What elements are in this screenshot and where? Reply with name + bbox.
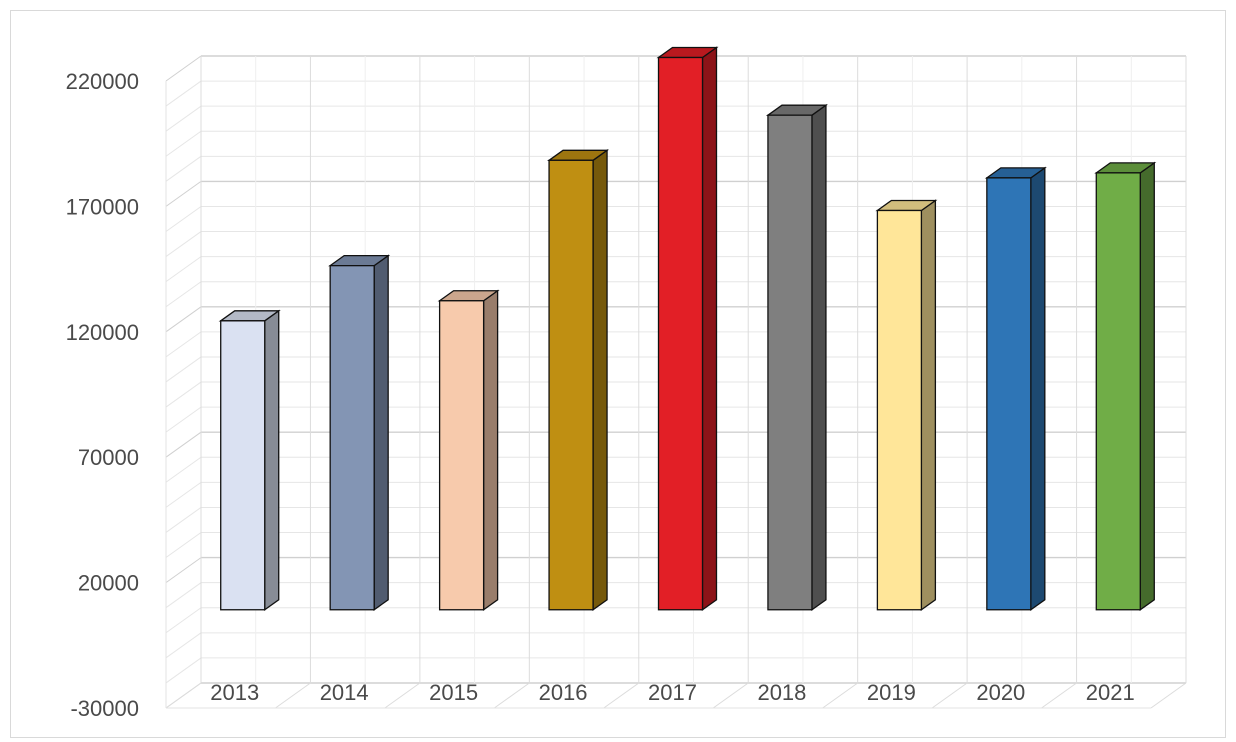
bar-2015 bbox=[437, 289, 500, 612]
bar-2021 bbox=[1094, 161, 1157, 612]
bar-front-face bbox=[220, 320, 266, 611]
x-tick-label: 2020 bbox=[976, 680, 1025, 705]
side-wall-gridline bbox=[165, 231, 202, 257]
side-wall-gridline bbox=[165, 331, 202, 358]
x-tick-label: 2021 bbox=[1086, 680, 1135, 705]
y-tick-label: 20000 bbox=[78, 571, 139, 596]
side-wall-gridline bbox=[165, 507, 202, 533]
floor-gridline bbox=[1041, 682, 1077, 709]
bar-side-face bbox=[1030, 166, 1046, 612]
bar-2013 bbox=[218, 309, 281, 612]
side-wall-gridline bbox=[165, 632, 202, 659]
side-wall-gridline bbox=[165, 381, 202, 408]
floor-gridline bbox=[494, 682, 530, 709]
floor-gridline bbox=[275, 682, 311, 709]
bar-side-face bbox=[482, 289, 499, 612]
side-wall-gridline bbox=[165, 306, 202, 333]
bar-front-face bbox=[329, 265, 375, 611]
side-wall-gridline bbox=[165, 130, 202, 157]
floor-gridline bbox=[1150, 682, 1187, 709]
bar-2014 bbox=[328, 254, 391, 612]
bar-front-face bbox=[767, 114, 813, 611]
bar-side-face bbox=[701, 46, 718, 612]
floor-gridline bbox=[931, 682, 968, 709]
bars bbox=[218, 46, 1157, 612]
x-tick-label: 2015 bbox=[429, 680, 478, 705]
side-wall-gridline bbox=[165, 356, 202, 383]
side-wall-gridline bbox=[165, 256, 202, 283]
bar-side-face bbox=[920, 199, 937, 612]
bar-front-face bbox=[548, 159, 594, 611]
chart-area: 220000 170000 120000 70000 20000 -30000 2013 2… bbox=[10, 10, 1226, 738]
bar-2016 bbox=[547, 149, 610, 612]
bar-2020 bbox=[984, 166, 1047, 612]
side-wall-gridline bbox=[165, 80, 202, 107]
floor-gridline bbox=[603, 682, 640, 709]
x-tick-label: 2018 bbox=[757, 680, 806, 705]
floor-gridline bbox=[165, 682, 202, 709]
side-wall-gridline bbox=[165, 55, 202, 82]
side-wall-gridline bbox=[165, 582, 202, 609]
x-tick-label: 2013 bbox=[210, 680, 259, 705]
y-tick-label: -30000 bbox=[70, 696, 139, 721]
bar-side-face bbox=[373, 254, 389, 612]
y-tick-label: 170000 bbox=[66, 194, 139, 219]
bar-side-face bbox=[811, 103, 827, 612]
floor-gridline bbox=[384, 682, 421, 709]
side-wall-gridline bbox=[165, 431, 202, 458]
y-tick-label: 120000 bbox=[66, 320, 139, 345]
x-axis-ticks: 2013 2014 2015 2016 2017 2018 2019 2020 2021 bbox=[210, 680, 1135, 705]
x-tick-label: 2016 bbox=[539, 680, 588, 705]
side-wall-gridline bbox=[165, 657, 202, 684]
side-wall-gridline bbox=[165, 281, 202, 308]
bar-front-face bbox=[876, 209, 923, 611]
side-wall-gridline bbox=[165, 406, 202, 433]
side-wall-gridline bbox=[165, 105, 202, 132]
y-tick-label: 220000 bbox=[66, 69, 139, 94]
floor-gridline bbox=[712, 682, 749, 709]
side-wall-gridline bbox=[165, 456, 202, 483]
bar-2017 bbox=[656, 46, 719, 612]
bar-side-face bbox=[1139, 161, 1155, 612]
side-wall-gridline bbox=[165, 180, 202, 207]
bar-front-face bbox=[986, 177, 1032, 611]
side-wall-gridline bbox=[165, 607, 202, 634]
x-tick-label: 2014 bbox=[320, 680, 369, 705]
bar-front-face bbox=[657, 56, 704, 611]
y-tick-label: 70000 bbox=[78, 445, 139, 470]
side-wall-gridline bbox=[165, 206, 202, 232]
y-axis-ticks: 220000 170000 120000 70000 20000 -30000 bbox=[66, 69, 139, 721]
side-wall-gridline bbox=[165, 557, 202, 584]
bar-side-face bbox=[264, 309, 280, 612]
x-tick-label: 2019 bbox=[867, 680, 916, 705]
side-wall-gridline bbox=[165, 155, 202, 182]
bar-front-face bbox=[438, 300, 485, 611]
bar-front-face bbox=[1095, 172, 1141, 611]
bar-side-face bbox=[592, 149, 608, 612]
side-wall-gridline bbox=[165, 532, 202, 558]
side-wall-gridline bbox=[165, 481, 202, 508]
bar-2019 bbox=[875, 199, 938, 612]
bar-2018 bbox=[765, 103, 828, 612]
x-tick-label: 2017 bbox=[648, 680, 697, 705]
floor-gridline bbox=[822, 682, 858, 709]
